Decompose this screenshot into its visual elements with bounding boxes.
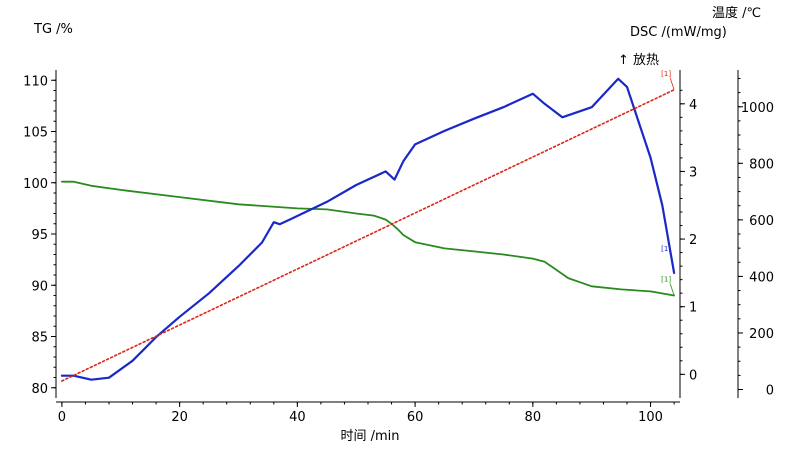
label-layer: TG /% DSC /(mW/mg) 温度 /℃ ↑ 放热 时间 /min (33, 5, 761, 444)
temp-tick-label: 800 (749, 157, 774, 172)
tg-axis-label: TG /% (33, 22, 73, 37)
dsc-end-marker: [1] (661, 245, 671, 253)
temp-tick-label: 600 (749, 214, 774, 229)
dsc-tick-label: 3 (689, 165, 697, 180)
x-tick-label: 100 (638, 410, 663, 425)
series-layer: [1] [1] [1] (60, 70, 676, 382)
tg-tick-label: 85 (31, 331, 48, 346)
dsc-series-line (60, 77, 676, 381)
tg-tick-label: 110 (23, 74, 48, 89)
temp-axis-label: 温度 /℃ (712, 5, 761, 21)
temp-tick-label: 0 (766, 384, 774, 399)
dsc-axis-label: DSC /(mW/mg) (630, 25, 727, 40)
dsc-tick-label: 1 (689, 301, 697, 316)
exotherm-annotation: ↑ 放热 (618, 53, 659, 68)
tg-tick-label: 95 (31, 228, 48, 243)
temp-end-marker: [1] (661, 70, 671, 78)
dsc-tick-label: 4 (689, 98, 697, 113)
x-tick-label: 0 (58, 410, 66, 425)
dsc-tick-label: 2 (689, 233, 697, 248)
tg-tick-label: 80 (31, 382, 48, 397)
temp-series-line (61, 89, 675, 382)
temp-tick-label: 1000 (741, 101, 774, 116)
tg-end-marker-leader (669, 283, 675, 296)
tg-end-marker: [1] (661, 276, 671, 284)
x-axis-label: 时间 /min (340, 429, 399, 444)
x-tick-label: 60 (407, 410, 424, 425)
dsc-tick-label: 0 (689, 368, 697, 383)
x-tick-label: 20 (171, 410, 188, 425)
temp-end-marker-leader (669, 77, 675, 90)
x-tick-label: 40 (289, 410, 306, 425)
temp-tick-label: 400 (749, 270, 774, 285)
dsc-end-marker-leader (669, 252, 675, 273)
tg-series-line (61, 180, 675, 297)
axes-layer: 0 20 40 60 80 1008085909510010511001234020040… (23, 70, 774, 425)
temp-tick-label: 200 (749, 327, 774, 342)
x-tick-label: 80 (525, 410, 542, 425)
tg-tick-label: 90 (31, 279, 48, 294)
tg-tick-label: 100 (23, 177, 48, 192)
tg-tick-label: 105 (23, 126, 48, 141)
